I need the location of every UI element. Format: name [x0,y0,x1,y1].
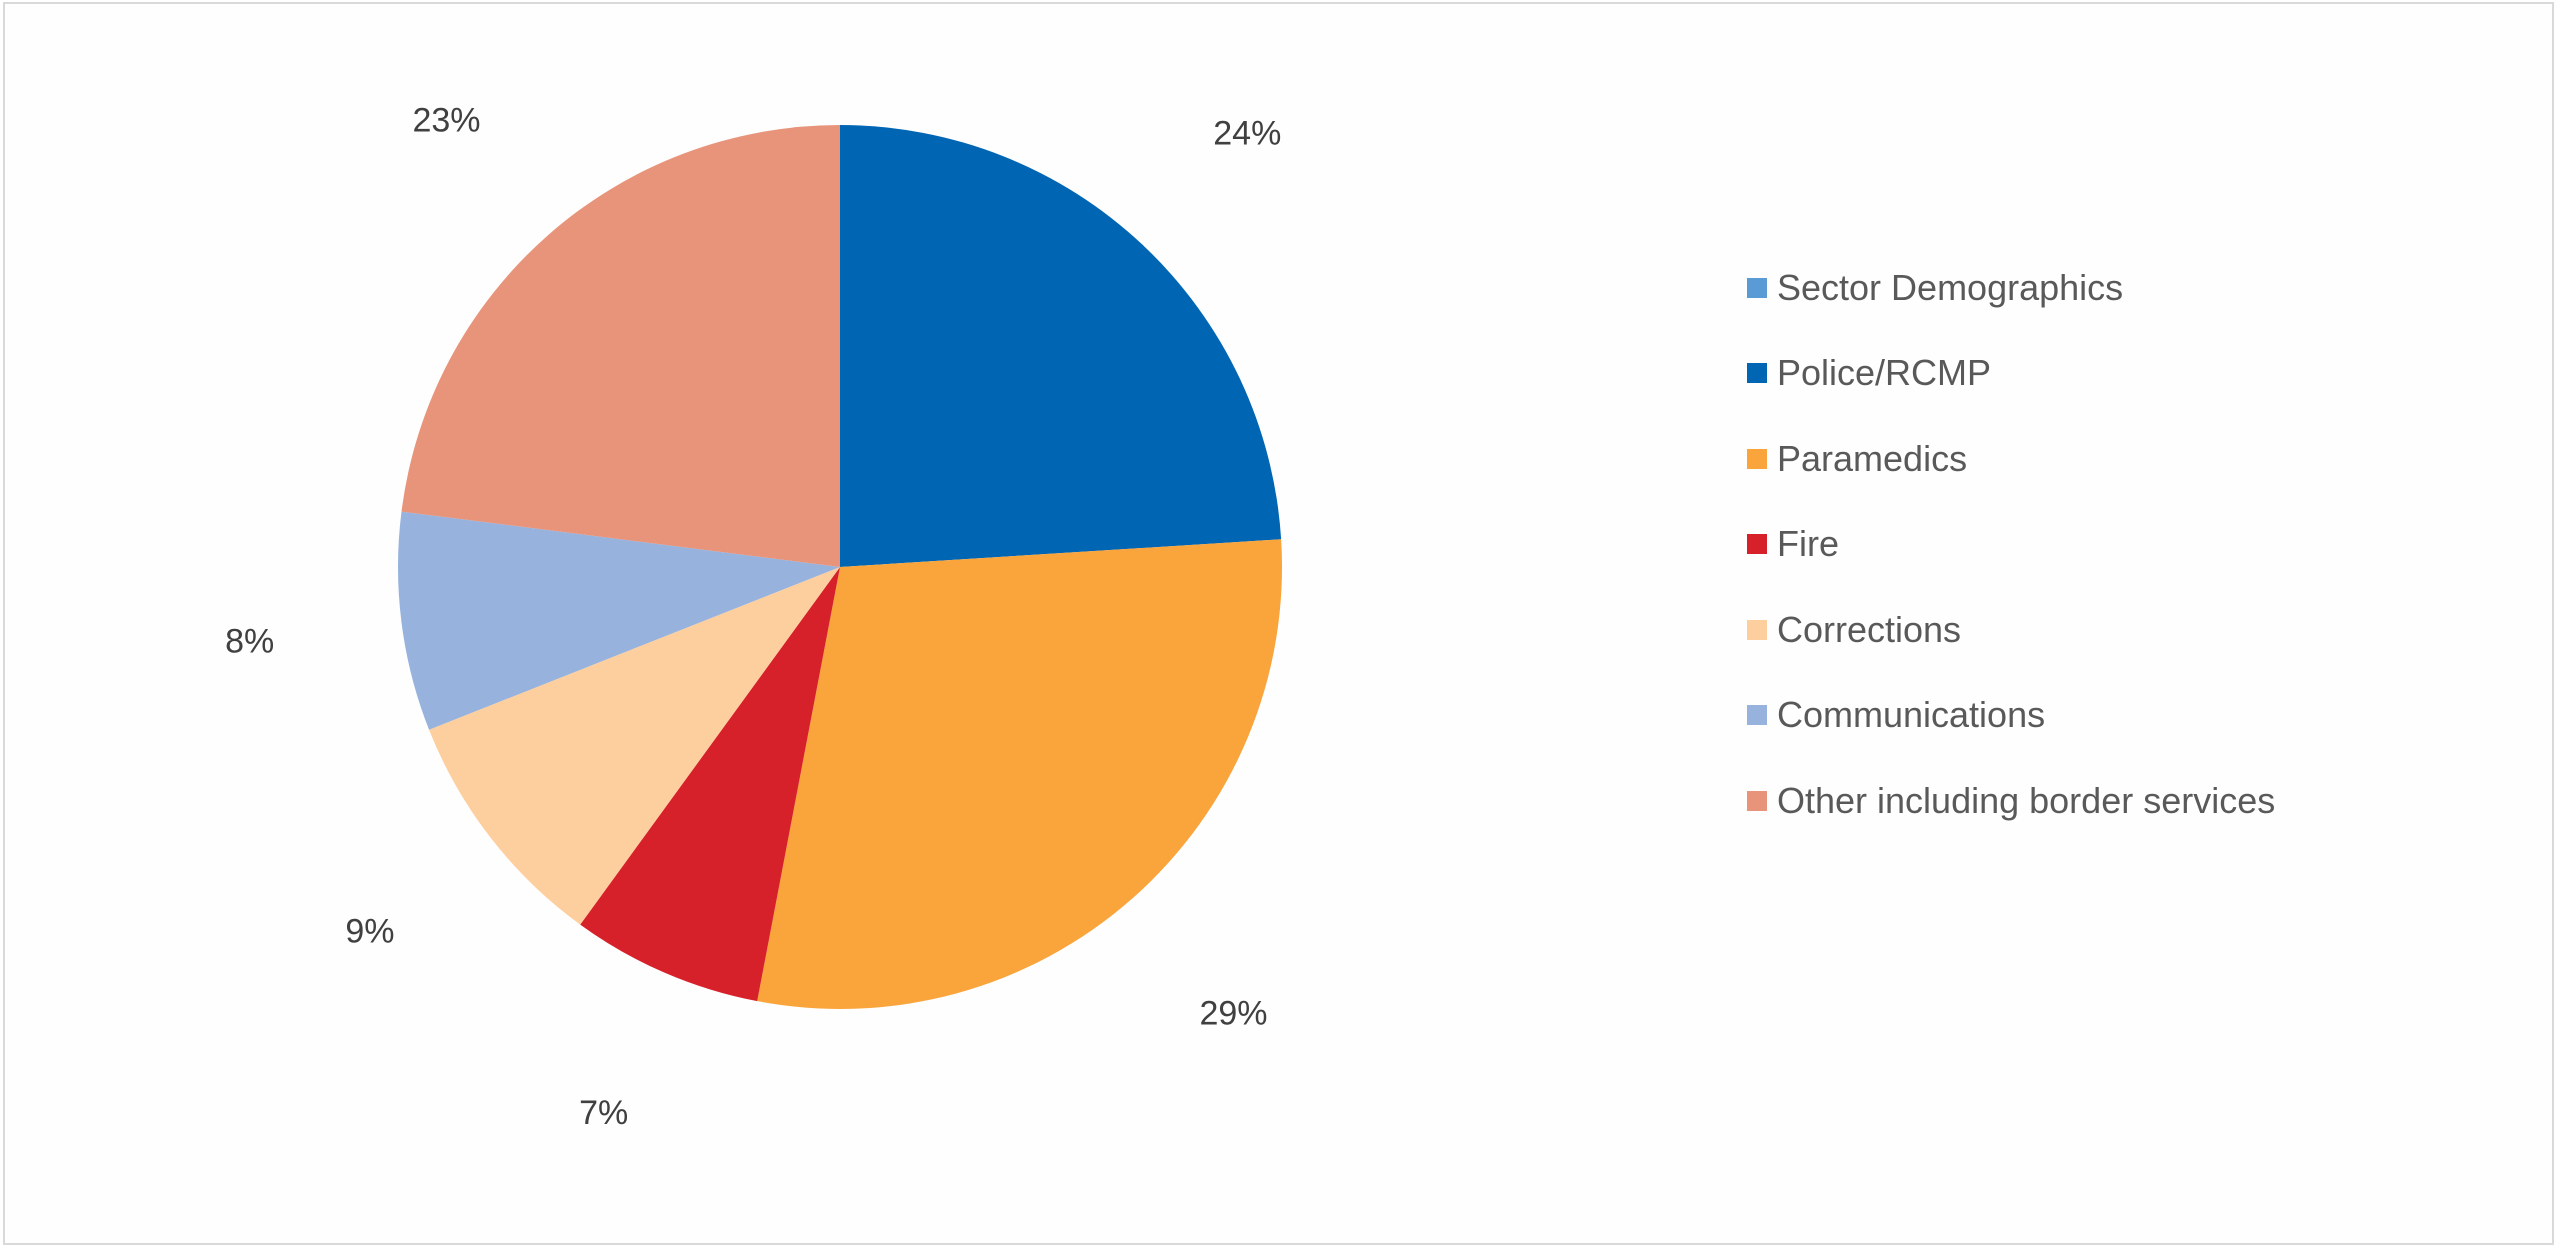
legend-swatch-communications [1747,705,1767,726]
data-label-corrections: 9% [345,913,394,951]
legend-swatch-sector-demographics [1747,277,1767,298]
pie-slice-paramedics [757,539,1283,1009]
legend-swatch-paramedics [1747,448,1767,469]
pie-slices [398,125,1283,1009]
legend-item-fire: Fire [1747,523,2275,566]
legend-label: Communications [1777,694,2046,736]
pie-slice-communications [398,511,840,730]
legend-swatch-fire [1747,534,1767,555]
data-label-other-including-border-services: 23% [412,102,480,140]
pie-slice-corrections [429,567,840,925]
legend-swatch-police-rcmp [1747,363,1767,384]
legend-item-paramedics: Paramedics [1747,437,2275,480]
legend-label: Corrections [1777,608,1962,650]
pie-slice-fire [580,567,840,1002]
legend-label: Police/RCMP [1777,352,1992,394]
data-label-paramedics: 29% [1199,994,1267,1032]
legend-item-corrections: Corrections [1747,608,2275,651]
legend-label: Fire [1777,523,1839,565]
chart-frame: 24% 29% 7% 9% 8% 23% Sector Demographics Polic… [3,2,2554,1245]
legend-item-police-rcmp: Police/RCMP [1747,352,2275,395]
legend-label: Sector Demographics [1777,266,2124,308]
legend-swatch-corrections [1747,619,1767,640]
legend-label: Paramedics [1777,437,1968,479]
legend-item-communications: Communications [1747,694,2275,737]
legend-item-other-including-border-services: Other including border services [1747,780,2275,823]
pie-chart: 24% 29% 7% 9% 8% 23% [225,102,1283,1132]
legend-item-sector-demographics: Sector Demographics [1747,266,2275,309]
chart-legend: Sector Demographics Police/RCMP Paramedics… [1747,266,2275,865]
data-label-communications: 8% [225,623,274,661]
data-label-fire: 7% [579,1094,628,1132]
legend-label: Other including border services [1777,780,2276,822]
pie-data-labels: 24% 29% 7% 9% 8% 23% [225,102,1281,1132]
pie-slice-police-rcmp [840,125,1282,567]
legend-swatch-other-including-border-services [1747,791,1767,812]
pie-slice-other-including-border-services [401,125,840,567]
data-label-police-rcmp: 24% [1213,114,1281,152]
